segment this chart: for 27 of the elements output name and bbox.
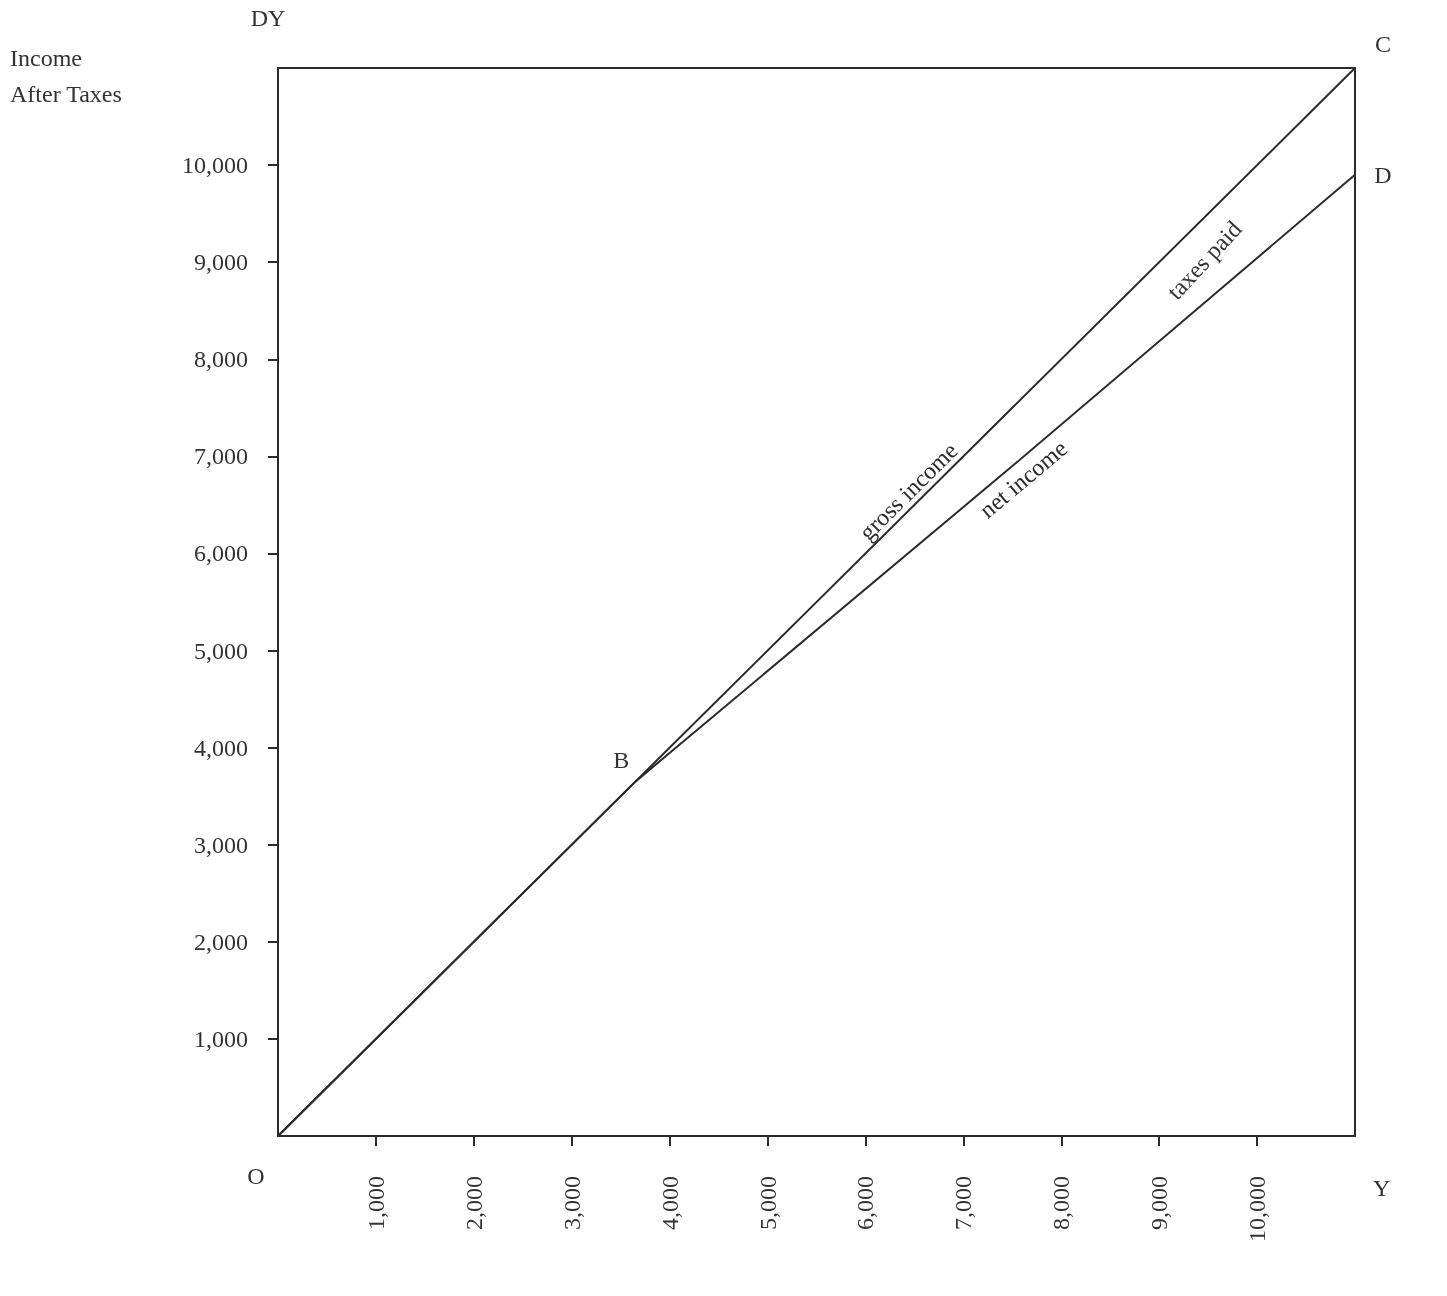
x-axis-title: Y xyxy=(1373,1175,1391,1201)
y-axis-title: Income After Taxes xyxy=(10,45,122,107)
y-tick-label: 8,000 xyxy=(194,346,248,373)
y-tick-label: 6,000 xyxy=(194,540,248,567)
annotation: C xyxy=(1374,31,1392,57)
annotation: B xyxy=(613,746,630,773)
annotation: O xyxy=(247,1163,265,1189)
x-tick-label: 9,000 xyxy=(1146,1176,1173,1230)
y-tick-label: 9,000 xyxy=(194,249,248,276)
y-tick-label: 5,000 xyxy=(194,637,248,664)
x-tick-label: 6,000 xyxy=(852,1176,879,1230)
x-tick-label: 5,000 xyxy=(754,1176,781,1230)
x-tick-label: 7,000 xyxy=(950,1176,977,1230)
y-tick-label: 1,000 xyxy=(194,1025,248,1052)
y-tick-label: 2,000 xyxy=(194,928,248,955)
x-tick-label: 8,000 xyxy=(1048,1176,1075,1230)
x-tick-label: 3,000 xyxy=(558,1176,585,1230)
y-tick-label: 7,000 xyxy=(194,443,248,470)
x-tick-label: 4,000 xyxy=(656,1176,683,1230)
annotation: D xyxy=(1374,161,1392,188)
text: DY xyxy=(250,5,286,31)
y-tick-label: 4,000 xyxy=(194,734,248,761)
x-tick-label: 1,000 xyxy=(362,1176,389,1230)
x-tick-label: 10,000 xyxy=(1244,1176,1271,1242)
y-tick-label: 10,000 xyxy=(182,152,248,179)
y-tick-label: 3,000 xyxy=(194,831,248,858)
x-tick-label: 2,000 xyxy=(460,1176,487,1230)
